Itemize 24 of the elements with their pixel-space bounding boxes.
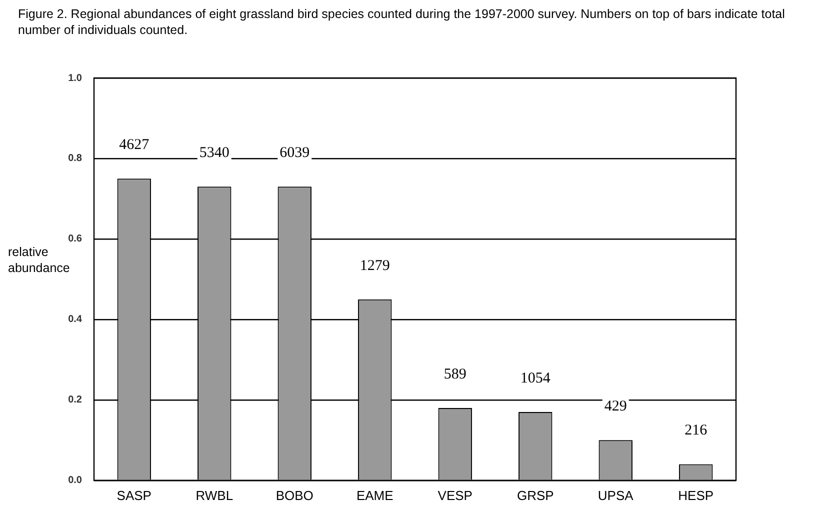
- annotation: 429: [604, 398, 627, 415]
- x-tick-label: UPSA: [598, 488, 634, 503]
- annotation: 6039: [280, 145, 310, 162]
- x-tick-label: VESP: [438, 488, 472, 503]
- chart-title: Figure 2. Regional abundances of eight grassland bird species counted during the 1997-2000 survey. Numbers on top of bars indicate total number of individuals counted.: [18, 6, 786, 38]
- x-tick-label: SASP: [116, 488, 152, 503]
- x-tick-label: GRSP: [516, 488, 554, 503]
- x-tick-label: HESP: [678, 488, 714, 503]
- y-tick-label: 0.0: [68, 475, 82, 486]
- annotation: 5340: [199, 145, 230, 162]
- y-tick-label: 0.8: [68, 153, 82, 164]
- y-tick-label: 0.6: [68, 234, 82, 245]
- annotation: 216: [684, 422, 708, 439]
- x-tick-label: RWBL: [196, 488, 234, 503]
- annotation: 1279: [360, 258, 390, 274]
- annotation: 589: [444, 366, 466, 382]
- y-tick-label: 0.2: [68, 394, 82, 406]
- y-axis-title: relative abundance: [8, 244, 71, 276]
- x-tick-label: BOBO: [276, 488, 314, 503]
- x-tick-label: EAME: [356, 488, 394, 503]
- y-tick-label: 1.0: [68, 72, 82, 84]
- y-tick-label: 0.4: [68, 314, 82, 326]
- annotation: 1054: [520, 370, 551, 386]
- annotation: 4627: [119, 137, 150, 154]
